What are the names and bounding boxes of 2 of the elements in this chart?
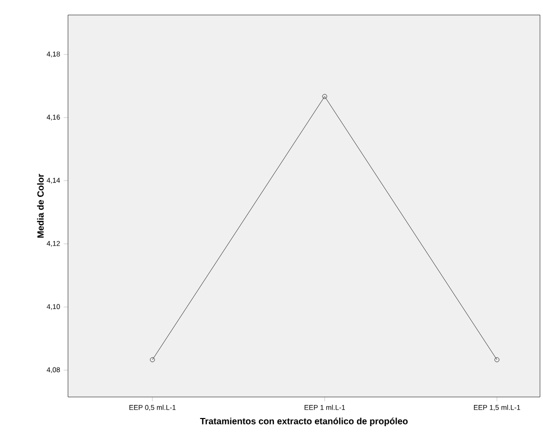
y-axis-title: Media de Color [37,174,44,238]
x-axis-title: Tratamientos con extracto etanólico de propóleo [200,418,408,426]
